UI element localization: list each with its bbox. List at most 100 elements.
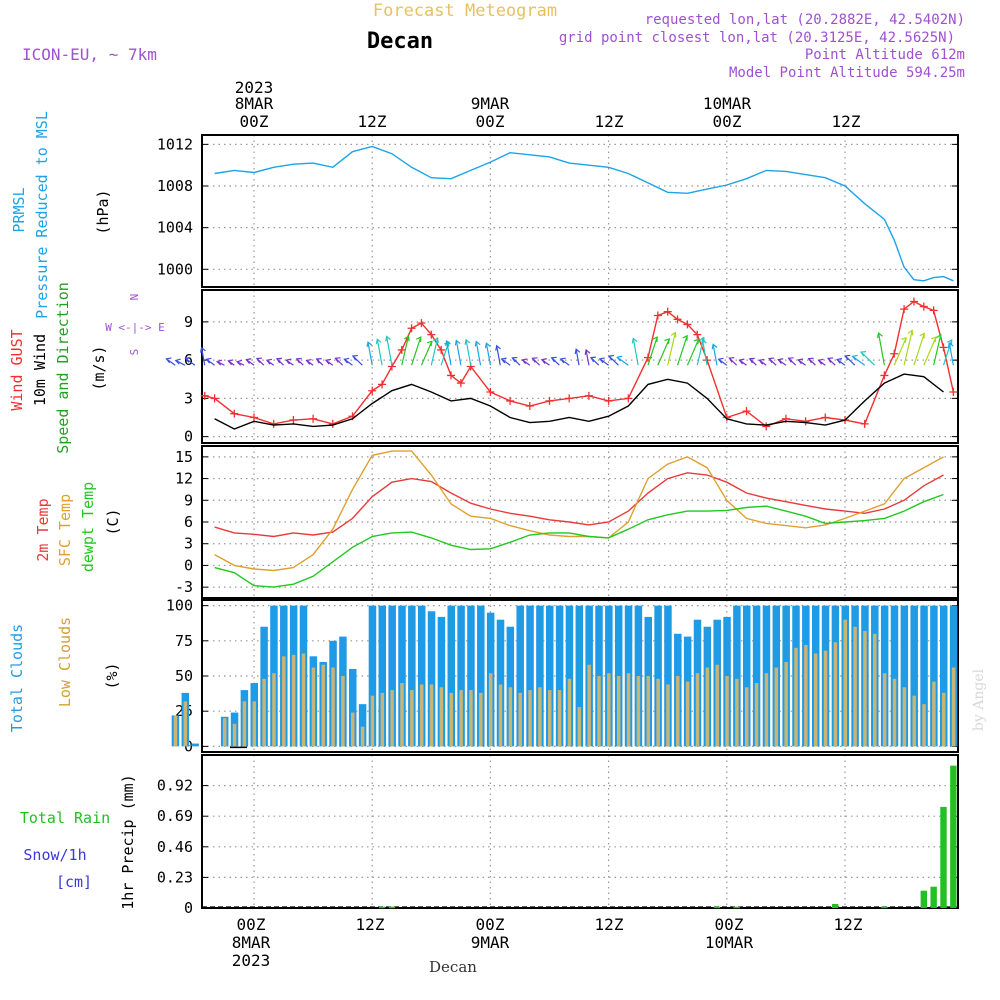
ytick-label: 0 bbox=[184, 899, 193, 917]
wind-arrow-head bbox=[728, 357, 735, 363]
cloud-label-unit: (%) bbox=[103, 662, 121, 689]
wind-arrow bbox=[797, 358, 806, 366]
wind-arrow-shaft bbox=[852, 355, 866, 366]
total-cloud-bar bbox=[900, 605, 909, 747]
wind-arrow bbox=[933, 333, 942, 366]
compass-north: N bbox=[128, 294, 141, 301]
gust-marker bbox=[368, 386, 377, 395]
total-cloud-bar bbox=[516, 605, 524, 747]
total-cloud-bar bbox=[910, 605, 918, 747]
total-cloud-bar bbox=[743, 605, 751, 747]
wind-arrow-head bbox=[946, 339, 953, 346]
bottom-label-3-hour: 12Z bbox=[595, 915, 624, 934]
temp-label-dewpt: dewpt Temp bbox=[79, 482, 97, 572]
gust-marker bbox=[742, 407, 751, 416]
wind-arrow-head bbox=[652, 336, 658, 343]
total-cloud-bar bbox=[447, 605, 455, 747]
gust-marker bbox=[939, 343, 948, 352]
total-cloud-bar bbox=[358, 704, 367, 747]
wind-arrow-shaft bbox=[712, 344, 718, 366]
wind-arrow bbox=[464, 338, 472, 366]
total-cloud-bar bbox=[427, 611, 436, 747]
gust-marker bbox=[584, 391, 593, 400]
top-label-4-date: 10MAR bbox=[703, 94, 752, 113]
wind-arrow bbox=[598, 357, 609, 366]
low-cloud-bar bbox=[538, 687, 542, 747]
wind-arrow bbox=[265, 358, 275, 366]
gust-marker bbox=[880, 371, 889, 380]
wind-arrow-head bbox=[227, 359, 234, 366]
wind-arrow-shaft bbox=[923, 336, 937, 366]
wind-arrow bbox=[947, 341, 954, 366]
total-cloud-bar bbox=[733, 605, 741, 747]
wind-arrow bbox=[616, 355, 629, 366]
ytick-label: 100 bbox=[166, 597, 193, 615]
wind-arrow bbox=[375, 338, 383, 366]
wind-arrow bbox=[738, 358, 747, 366]
low-cloud-bar bbox=[646, 676, 650, 747]
wind-arrow-head bbox=[664, 338, 671, 344]
wind-arrow-head bbox=[343, 357, 350, 364]
wind-arrow bbox=[559, 357, 570, 366]
low-cloud-bar bbox=[282, 656, 286, 747]
gust-marker bbox=[653, 311, 662, 320]
total-cloud-bar bbox=[555, 605, 564, 747]
low-cloud-bar bbox=[853, 626, 857, 747]
plot-area: 10001004100810120369-3036912150255075100… bbox=[157, 134, 959, 917]
wind-arrow-head bbox=[165, 357, 172, 364]
wind-arrow bbox=[717, 357, 728, 366]
ytick-label: 75 bbox=[175, 632, 193, 650]
wind-arrow-head bbox=[589, 356, 596, 363]
rain-bar bbox=[733, 906, 740, 909]
total-cloud-bar bbox=[654, 605, 662, 747]
pressure-line bbox=[214, 145, 954, 282]
wind-arrow-shaft bbox=[933, 334, 942, 366]
total-cloud-bar bbox=[437, 616, 446, 747]
wind-arrow bbox=[574, 348, 581, 366]
location-title: Decan bbox=[367, 29, 433, 54]
wind-arrow-head bbox=[559, 357, 566, 364]
wind-arrow-head bbox=[205, 357, 212, 364]
total-cloud-bar bbox=[575, 605, 584, 747]
gust-marker bbox=[919, 302, 928, 311]
low-cloud-bar bbox=[951, 667, 956, 747]
wind-arrow bbox=[807, 357, 816, 366]
wind-arrow-head bbox=[550, 356, 557, 363]
low-cloud-bar bbox=[794, 647, 798, 747]
wind-arrow-shaft bbox=[676, 335, 688, 366]
low-cloud-bar bbox=[774, 667, 779, 747]
gust-marker bbox=[929, 306, 938, 315]
bottom-label-0-date: 8MAR bbox=[232, 933, 271, 952]
top-label-4-hour: 00Z bbox=[713, 112, 742, 131]
low-cloud-bar bbox=[892, 678, 897, 747]
low-cloud-bar bbox=[715, 664, 719, 747]
wind-arrow-shaft bbox=[367, 342, 373, 366]
wind-arrow-head bbox=[295, 357, 302, 364]
wind-arrow-head bbox=[426, 340, 433, 347]
t2m-line bbox=[214, 472, 944, 538]
low-cloud-bar bbox=[695, 673, 700, 747]
wind-arrow-head bbox=[777, 358, 784, 364]
low-cloud-bar bbox=[567, 678, 572, 747]
model-altitude: Model Point Altitude 594.25m bbox=[729, 65, 965, 81]
total-cloud-bar bbox=[378, 605, 387, 747]
panel-frame bbox=[201, 134, 959, 288]
rain-bar bbox=[881, 906, 888, 909]
gust-marker bbox=[673, 315, 682, 324]
wind-label-unit: (m/s) bbox=[90, 345, 108, 390]
wind-arrow bbox=[540, 358, 550, 366]
wind-arrow bbox=[711, 343, 718, 366]
low-cloud-bar bbox=[676, 676, 680, 747]
low-cloud-bar bbox=[666, 684, 670, 747]
gust-marker bbox=[909, 297, 918, 306]
low-cloud-bar bbox=[784, 661, 788, 747]
panel-precipitation: 0 0.23 0.46 0.69 0.92 bbox=[157, 754, 959, 917]
total-cloud-bar bbox=[496, 619, 505, 747]
gust-marker bbox=[565, 394, 574, 403]
wind-arrow bbox=[245, 358, 255, 366]
wind-arrow-shaft bbox=[913, 333, 925, 366]
wind-arrow-shaft bbox=[632, 338, 639, 366]
low-cloud-bar bbox=[942, 692, 946, 747]
ytick-label: 3 bbox=[184, 535, 193, 553]
